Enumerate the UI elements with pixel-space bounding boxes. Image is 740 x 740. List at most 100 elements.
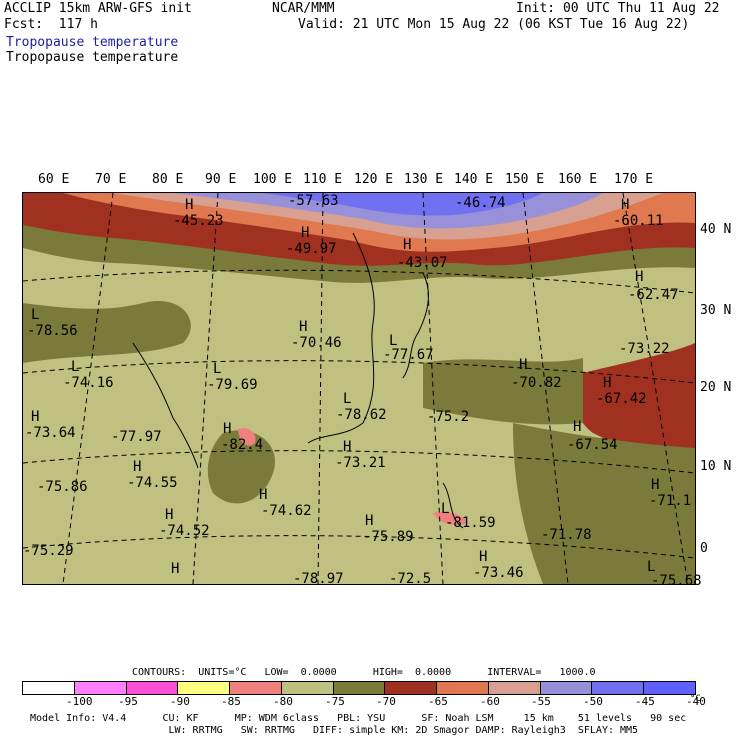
colorbar-swatch	[437, 682, 489, 694]
field-label: H	[185, 197, 194, 213]
init-time: Init: 00 UTC Thu 11 Aug 22	[516, 1, 720, 16]
field-label: -70.82	[511, 375, 562, 391]
shade-patch-southeast	[513, 423, 695, 584]
colorbar	[22, 681, 696, 695]
field-label: H	[573, 419, 582, 435]
field-label: L	[343, 391, 352, 407]
colorbar-label: -95	[118, 695, 138, 708]
colorbar-swatch	[592, 682, 645, 694]
shaded-field	[23, 193, 695, 584]
field-label: -49.97	[286, 241, 337, 257]
colorbar-unit: °C	[690, 694, 701, 704]
lat-label: 20 N	[700, 380, 732, 395]
coastlines	[132, 232, 464, 529]
field-label: -75.29	[23, 543, 74, 559]
field-label: H	[133, 459, 142, 475]
field-label: -70.46	[291, 335, 342, 351]
field-label: H	[31, 409, 40, 425]
colorbar-label: -90	[170, 695, 190, 708]
colorbar-swatch	[333, 682, 386, 694]
field-label: H	[479, 549, 488, 565]
field-label: -75.89	[363, 529, 414, 545]
lon-label: 60 E	[38, 172, 70, 187]
field-title-contour: Tropopause temperature	[6, 50, 179, 65]
forecast-hour: Fcst: 117 h	[4, 17, 98, 32]
field-label: L	[647, 559, 656, 575]
field-label: -78.97	[293, 571, 344, 587]
field-label: -43.07	[397, 255, 448, 271]
field-label: L	[31, 307, 40, 323]
shade-patch-west	[23, 301, 191, 363]
field-label: H	[365, 513, 374, 529]
field-label: -82.4	[221, 437, 264, 453]
field-label: -73.46	[473, 565, 524, 581]
field-label: -75.2	[427, 409, 470, 425]
field-label: -72.5	[389, 571, 432, 587]
colorbar-label: -60	[480, 695, 500, 708]
colorbar-swatch	[281, 682, 334, 694]
field-label: -77.97	[111, 429, 162, 445]
colorbar-label: -65	[428, 695, 448, 708]
field-label: H	[403, 237, 412, 253]
institution-label: NCAR/MMM	[272, 1, 335, 16]
shade-patch-cold	[238, 427, 256, 446]
colorbar-swatch	[74, 682, 127, 694]
field-label: H	[343, 439, 352, 455]
field-label: H	[621, 197, 630, 213]
field-label: -60.11	[613, 213, 664, 229]
colorbar-label: -80	[273, 695, 293, 708]
field-label: -73.64	[25, 425, 76, 441]
lon-label: 80 E	[152, 172, 184, 187]
field-label: -67.42	[596, 391, 647, 407]
field-label: -78.62	[336, 407, 387, 423]
lon-label: 110 E	[303, 172, 343, 187]
model-info-line-1: Model Info: V4.4 CU: KF MP: WDM 6class P…	[30, 713, 687, 724]
field-label: -45.23	[173, 213, 224, 229]
colorbar-swatch	[385, 682, 438, 694]
colorbar-label: -45	[635, 695, 655, 708]
lon-label: 150 E	[505, 172, 545, 187]
model-title: ACCLIP 15km ARW-GFS init	[4, 1, 192, 16]
colorbar-label: -75	[325, 695, 345, 708]
colorbar-label: -70	[376, 695, 396, 708]
field-label: -74.52	[159, 523, 210, 539]
field-label: -71.1	[649, 493, 692, 509]
lon-label: 90 E	[205, 172, 237, 187]
field-label: -62.47	[628, 287, 679, 303]
field-label: -74.55	[127, 475, 178, 491]
field-label: -74.16	[63, 375, 114, 391]
lon-label: 70 E	[95, 172, 127, 187]
colorbar-label: -55	[531, 695, 551, 708]
map-panel[interactable]: H -45.23 -57.63 -46.74 H -60.11 H -49.97…	[22, 192, 702, 589]
colorbar-swatch	[23, 682, 75, 694]
lat-label: 30 N	[700, 303, 732, 318]
lat-label: 10 N	[700, 459, 732, 474]
dashed-graticule	[23, 193, 695, 584]
contour-info: CONTOURS: UNITS=°C LOW= 0.0000 HIGH= 0.0…	[132, 667, 596, 678]
field-label: -75.86	[37, 479, 88, 495]
colorbar-swatch	[644, 682, 695, 694]
shade-patch-east	[574, 343, 695, 457]
field-label: H	[651, 477, 660, 493]
field-label: -57.63	[288, 193, 339, 209]
lon-label: 130 E	[404, 172, 444, 187]
lon-label: 140 E	[454, 172, 494, 187]
lon-label: 170 E	[614, 172, 654, 187]
colorbar-swatch	[230, 682, 282, 694]
field-label: H	[259, 487, 268, 503]
field-label: H	[603, 375, 612, 391]
field-label: -77.67	[383, 347, 434, 363]
colorbar-swatch	[540, 682, 593, 694]
field-label: H	[519, 357, 528, 373]
field-label: -71.78	[541, 527, 592, 543]
lat-label: 0	[700, 541, 708, 556]
lon-label: 160 E	[558, 172, 598, 187]
field-label: L	[441, 501, 450, 517]
field-label: -78.56	[27, 323, 78, 339]
field-label: H	[165, 507, 174, 523]
field-label: -74.62	[261, 503, 312, 519]
lon-label: 120 E	[354, 172, 394, 187]
field-label: -79.69	[207, 377, 258, 393]
shade-patch-indochina	[207, 430, 275, 504]
model-info-line-2: LW: RRTMG SW: RRTMG DIFF: simple KM: 2D …	[30, 725, 639, 736]
